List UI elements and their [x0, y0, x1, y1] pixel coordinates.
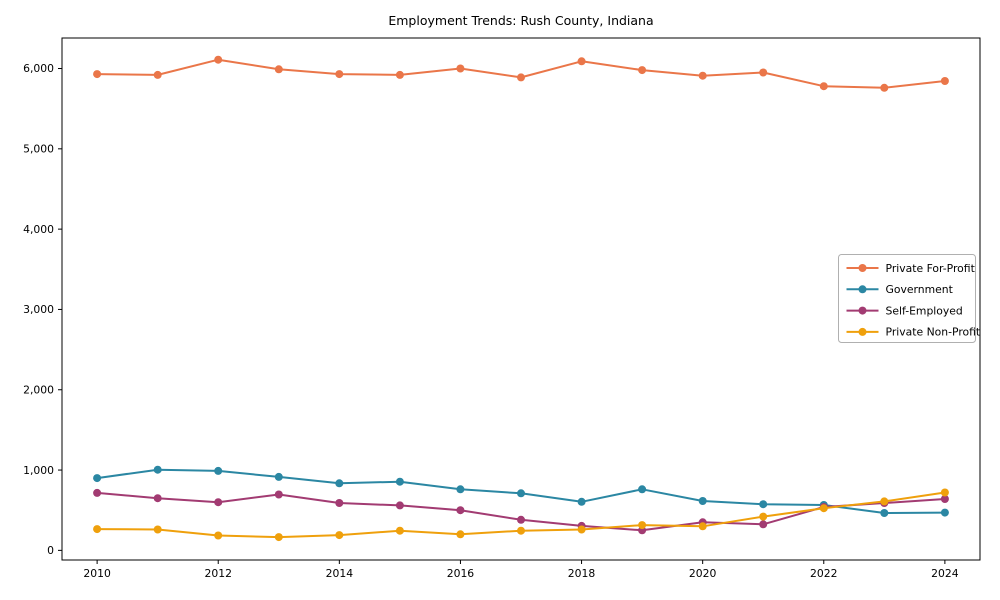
data-point-self-employed	[759, 520, 768, 529]
legend-item: Self-Employed	[846, 304, 963, 317]
y-tick-label: 5,000	[23, 143, 54, 156]
legend-label: Government	[886, 283, 953, 296]
data-point-government	[274, 472, 283, 481]
x-tick-label: 2020	[689, 567, 717, 580]
data-point-private-for-profit	[940, 77, 949, 85]
data-point-private-non-profit	[759, 512, 768, 521]
data-point-self-employed	[214, 498, 223, 507]
x-tick-label: 2010	[83, 567, 111, 580]
data-point-government	[698, 497, 707, 505]
data-point-private-for-profit	[153, 70, 162, 79]
data-point-government	[880, 509, 889, 517]
data-point-self-employed	[517, 515, 525, 524]
data-point-private-non-profit	[880, 497, 889, 506]
x-tick-label: 2024	[931, 567, 959, 580]
data-point-private-for-profit	[335, 70, 344, 79]
data-point-private-non-profit	[819, 504, 828, 513]
data-point-private-for-profit	[638, 66, 647, 75]
y-tick-label: 2,000	[23, 383, 54, 396]
data-point-self-employed	[93, 488, 102, 497]
legend: Private For-Profit Government Self-Employe…	[838, 254, 981, 343]
data-point-private-non-profit	[153, 525, 162, 534]
legend-label: Private For-Profit	[886, 262, 975, 275]
data-point-private-for-profit	[880, 83, 889, 92]
x-tick-label: 2016	[447, 567, 475, 580]
data-point-private-non-profit	[93, 525, 102, 534]
data-point-government	[638, 485, 647, 494]
data-point-government	[214, 466, 223, 475]
plot-area: 0 1,000 2,000 3,000 4,000 5,000 6,000 2010 2012 2…	[23, 37, 981, 580]
data-point-private-non-profit	[335, 531, 344, 540]
data-point-private-non-profit	[638, 521, 647, 530]
plot-frame	[61, 37, 981, 561]
data-point-private-non-profit	[517, 526, 525, 535]
data-point-private-for-profit	[819, 82, 828, 91]
data-point-self-employed	[274, 490, 283, 499]
data-point-private-non-profit	[456, 530, 465, 539]
data-point-government	[335, 479, 344, 488]
legend-marker	[858, 264, 867, 272]
x-tick-label: 2014	[326, 567, 354, 580]
data-point-government	[517, 489, 525, 498]
legend-marker	[858, 327, 867, 336]
y-tick-label: 1,000	[23, 464, 54, 477]
y-tick-label: 0	[47, 544, 54, 557]
data-point-private-for-profit	[517, 73, 525, 82]
legend-label: Private Non-Profit	[886, 326, 981, 339]
x-tick-label: 2012	[204, 567, 231, 580]
data-point-self-employed	[456, 506, 465, 515]
data-point-private-non-profit	[395, 526, 404, 535]
data-point-self-employed	[335, 499, 344, 507]
data-point-government	[395, 477, 404, 486]
data-point-government	[93, 474, 102, 483]
data-point-private-for-profit	[698, 71, 707, 80]
legend-box	[838, 254, 976, 343]
data-point-government	[940, 508, 949, 517]
legend-label: Self-Employed	[886, 304, 963, 317]
y-tick-label: 3,000	[23, 303, 54, 316]
x-tick-label: 2018	[568, 567, 596, 580]
data-point-private-non-profit	[214, 531, 223, 540]
y-tick-label: 4,000	[23, 223, 54, 236]
data-point-government	[759, 500, 768, 509]
legend-item: Private Non-Profit	[846, 326, 981, 339]
data-point-private-for-profit	[759, 68, 768, 77]
data-point-self-employed	[395, 501, 404, 510]
data-point-self-employed	[153, 494, 162, 503]
data-point-self-employed	[940, 495, 949, 503]
legend-item: Government	[846, 283, 953, 296]
series-line-self-employed	[97, 491, 945, 532]
data-point-private-non-profit	[577, 525, 586, 534]
data-point-private-for-profit	[214, 55, 223, 64]
data-point-government	[577, 497, 586, 506]
data-point-private-for-profit	[93, 70, 102, 79]
data-point-private-for-profit	[577, 57, 586, 66]
data-point-private-non-profit	[698, 522, 707, 531]
data-point-private-non-profit	[940, 488, 949, 497]
legend-marker	[858, 306, 867, 315]
legend-item: Private For-Profit	[846, 262, 975, 275]
data-point-private-for-profit	[456, 64, 465, 73]
x-tick-label: 2022	[810, 567, 837, 580]
data-point-private-non-profit	[274, 533, 283, 542]
data-point-private-for-profit	[274, 65, 283, 74]
data-point-government	[456, 485, 465, 494]
data-point-government	[153, 465, 162, 474]
chart-title: Employment Trends: Rush County, Indiana	[388, 13, 653, 28]
data-point-private-for-profit	[395, 70, 404, 79]
y-tick-label: 6,000	[23, 62, 54, 75]
legend-marker	[858, 285, 867, 294]
